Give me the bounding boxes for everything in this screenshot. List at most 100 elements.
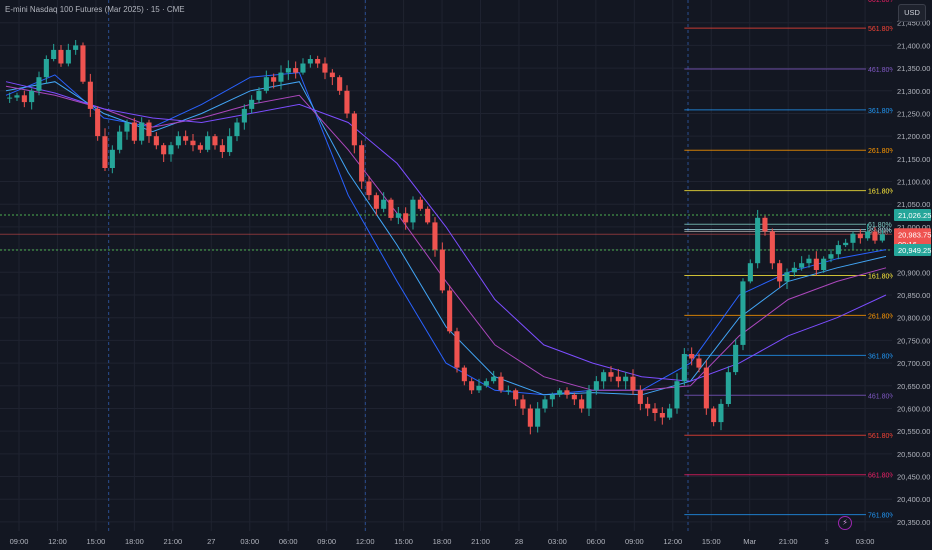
price-tick-label: 21,450.00 — [897, 19, 930, 28]
candle-body — [615, 376, 621, 382]
price-tick-label: 20,850.00 — [897, 291, 930, 300]
chart-grid — [0, 0, 892, 531]
fib-level-label: 61.80% — [868, 222, 892, 229]
time-tick-label: 06:00 — [586, 537, 605, 546]
time-axis[interactable]: 09:00 12:00 15:00 18:00 21:00 27 03:00 06:00 09:… — [10, 537, 875, 546]
candle-body — [80, 45, 86, 82]
candle-body — [271, 77, 277, 82]
candle-body — [857, 233, 863, 239]
candle-body — [733, 344, 739, 373]
session-break-lines — [108, 0, 689, 531]
candle-body — [513, 390, 519, 400]
candle-body — [703, 367, 709, 409]
fib-level-label: 661.80% — [868, 473, 896, 480]
candle-body — [263, 77, 269, 91]
candle-body — [564, 390, 570, 395]
candle-body — [315, 59, 321, 64]
candle-body — [95, 108, 101, 137]
fib-level-label: 461.80% — [868, 67, 896, 74]
candle-body — [21, 95, 27, 103]
candle-body — [293, 68, 299, 73]
candle-body — [197, 145, 203, 150]
currency-button[interactable]: USD — [898, 4, 926, 22]
candle-body — [161, 145, 167, 155]
candle-body — [14, 95, 20, 98]
candle-body — [689, 354, 695, 359]
candle-body — [351, 113, 357, 146]
time-tick-label: 21:00 — [471, 537, 490, 546]
candle-body — [227, 136, 233, 153]
candle-body — [7, 97, 13, 99]
candle-body — [285, 68, 291, 73]
candle-body — [359, 145, 365, 182]
candle-body — [417, 199, 423, 209]
candle-body — [571, 394, 577, 400]
candle-body — [579, 399, 585, 409]
candle-body — [593, 381, 599, 391]
candle-body — [139, 122, 145, 141]
candle-body — [183, 136, 189, 141]
candle-body — [168, 145, 174, 155]
price-tag-label: 20,983.75 — [898, 230, 931, 239]
candle-body — [205, 136, 211, 150]
fib-level-label: 261.80% — [868, 313, 896, 320]
candle-body — [58, 49, 64, 64]
candle-body — [337, 77, 343, 91]
candle-body — [344, 90, 350, 114]
candle-body — [535, 408, 541, 427]
time-tick-label: 18:00 — [433, 537, 452, 546]
candle-body — [491, 376, 497, 382]
candle-body — [696, 358, 702, 368]
price-tick-label: 20,800.00 — [897, 314, 930, 323]
price-reference-lines — [0, 214, 892, 251]
fibonacci-levels: 661.80% 561.80% 461.80% 361.80% 261.80% 161.8… — [684, 0, 896, 520]
time-tick-label: 03:00 — [548, 537, 567, 546]
candle-body — [447, 290, 453, 332]
candle-body — [146, 122, 152, 137]
price-axis[interactable]: 21,450.00 21,400.00 21,350.00 21,300.00 21,2… — [897, 19, 930, 527]
candle-body — [674, 381, 680, 409]
price-tag-bg — [894, 243, 931, 256]
moving-average-line — [5, 72, 887, 396]
candle-body — [542, 399, 548, 409]
price-tick-label: 21,250.00 — [897, 109, 930, 118]
candle-body — [586, 390, 592, 409]
candle-body — [872, 231, 878, 241]
candle-body — [784, 272, 790, 282]
candle-body — [102, 136, 108, 168]
price-tick-label: 21,400.00 — [897, 41, 930, 50]
candle-body — [307, 59, 313, 64]
price-tick-label: 20,450.00 — [897, 473, 930, 482]
candle-body — [799, 263, 805, 268]
time-tick-label: 12:00 — [48, 537, 67, 546]
price-tick-label: 20,650.00 — [897, 382, 930, 391]
price-tag-bg — [894, 209, 931, 222]
candle-body — [300, 63, 306, 73]
candle-body — [557, 390, 563, 395]
candle-body — [659, 413, 665, 418]
candle-body — [681, 354, 687, 382]
candle-body — [131, 122, 137, 141]
time-tick-label: 21:00 — [779, 537, 798, 546]
candles — [7, 40, 885, 435]
fib-level-label: 761.80% — [868, 513, 896, 520]
candle-body — [549, 394, 555, 400]
fib-level-label: 0.00% — [868, 229, 888, 236]
candle-body — [29, 90, 35, 103]
fib-level-label: 161.80% — [868, 189, 896, 196]
price-tick-label: 21,150.00 — [897, 155, 930, 164]
lightning-icon[interactable]: ⚡ — [838, 516, 852, 530]
time-tick-label: 09:00 — [625, 537, 644, 546]
price-tick-label: 21,200.00 — [897, 132, 930, 141]
price-tick-label: 20,500.00 — [897, 450, 930, 459]
candle-body — [520, 399, 526, 409]
candle-body — [527, 408, 533, 427]
candle-body — [73, 45, 79, 50]
candle-body — [395, 213, 401, 218]
candle-body — [256, 90, 262, 100]
candle-body — [498, 376, 504, 391]
candle-body — [791, 267, 797, 273]
price-tick-label: 20,600.00 — [897, 404, 930, 413]
